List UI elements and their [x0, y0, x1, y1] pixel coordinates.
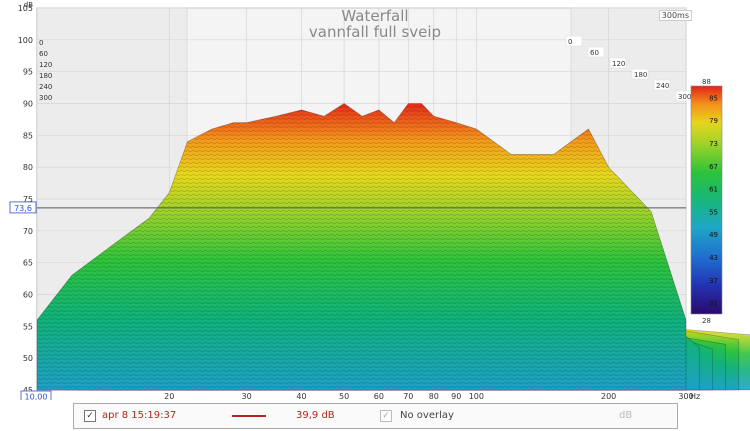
time-label-right: 0: [568, 38, 572, 46]
x-start-box: [20, 390, 52, 400]
x-tick-label: 50: [339, 392, 349, 400]
y-tick-label: 85: [23, 131, 33, 140]
time-label-right: 180: [634, 71, 647, 79]
y-tick-label: 55: [23, 322, 33, 331]
waterfall-surface: [36, 103, 750, 391]
color-scale-label: 37: [709, 277, 718, 285]
y-tick-label: 60: [23, 291, 33, 300]
x-start-label: 10,00: [25, 393, 48, 401]
time-label-right: 120: [612, 60, 625, 68]
time-label-box: [587, 46, 605, 58]
time-range-label: 300ms: [658, 10, 692, 21]
time-label-left: 300: [39, 94, 52, 102]
y-tick-label: 65: [23, 259, 33, 268]
color-scale-label: 28: [702, 317, 711, 325]
time-label-left: 0: [39, 39, 43, 47]
color-scale-bar: [690, 85, 723, 315]
y-tick-label: 45: [23, 386, 33, 395]
color-scale-label: 31: [709, 300, 718, 308]
x-tick-label: 20: [164, 392, 174, 400]
time-label-left: 240: [39, 83, 52, 91]
time-label-box: [565, 35, 583, 47]
x-tick-label: 200: [601, 392, 616, 400]
x-tick-label: 30: [242, 392, 252, 400]
x-tick-label: 40: [296, 392, 306, 400]
y-tick-label: 90: [23, 100, 33, 109]
measurement-line-swatch: [232, 415, 266, 417]
overlay-checkbox[interactable]: ✓: [380, 410, 392, 422]
y-tick-label: 95: [23, 68, 33, 77]
measurement-date: apr 8 15:19:37: [102, 410, 177, 421]
time-label-right: 240: [656, 82, 669, 90]
y-tick-label: 80: [23, 163, 33, 172]
x-tick-label: 70: [403, 392, 413, 400]
color-scale-label: 43: [709, 254, 718, 262]
level-marker-label: 73,6: [14, 204, 32, 213]
overlay-label: No overlay: [400, 410, 454, 421]
y-axis-label: dB: [24, 1, 33, 9]
color-scale-label: 79: [709, 117, 718, 125]
color-scale-label: 85: [709, 94, 718, 102]
x-axis-label: Hz: [690, 392, 700, 400]
color-scale-label: 49: [709, 231, 718, 239]
time-label-box: [609, 57, 627, 69]
time-label-left: 120: [39, 61, 52, 69]
x-tick-label: 100: [469, 392, 484, 400]
color-scale-label: 73: [709, 140, 718, 148]
plot-area: 105 100 95 90 85 80 75 70 65 60 55 50 45 dB 20 30 40 50 60…: [9, 1, 750, 401]
time-label-left: 60: [39, 50, 48, 58]
measurement-level: 39,9 dB: [296, 410, 335, 421]
chart-title: Waterfall: [341, 7, 409, 25]
x-tick-label: 300: [678, 392, 693, 400]
time-label-right: 60: [590, 49, 599, 57]
time-label-box: [653, 79, 671, 91]
color-scale-label: 88: [702, 78, 711, 86]
x-tick-label: 90: [451, 392, 461, 400]
measurement-checkbox[interactable]: ✓: [84, 410, 96, 422]
color-scale-label: 55: [709, 208, 718, 216]
y-tick-label: 100: [18, 36, 33, 45]
y-tick-label: 75: [23, 195, 33, 204]
time-label-left: 180: [39, 72, 52, 80]
axes: 105 100 95 90 85 80 75 70 65 60 55 50 45 dB 20 30 40 50 60…: [9, 1, 700, 401]
time-label-right: 300: [678, 93, 691, 101]
color-scale-label: 67: [709, 163, 718, 171]
unit-label: dB: [619, 410, 633, 421]
chart-subtitle: vannfall full sveip: [308, 23, 442, 41]
y-tick-label: 70: [23, 227, 33, 236]
y-tick-label: 50: [23, 354, 33, 363]
overlay-legend-bar: ✓ apr 8 15:19:37 39,9 dB ✓ No overlay dB: [73, 403, 678, 429]
x-tick-label: 80: [429, 392, 439, 400]
surface-contours: [37, 103, 686, 390]
level-marker-box: [9, 201, 37, 214]
time-label-box: [631, 68, 649, 80]
color-scale: 88 85 79 73 67 61 55 49 43 37 31 28: [690, 78, 723, 325]
y-tick-label: 105: [18, 4, 33, 13]
color-scale-label: 61: [709, 186, 718, 194]
x-tick-label: 60: [374, 392, 384, 400]
